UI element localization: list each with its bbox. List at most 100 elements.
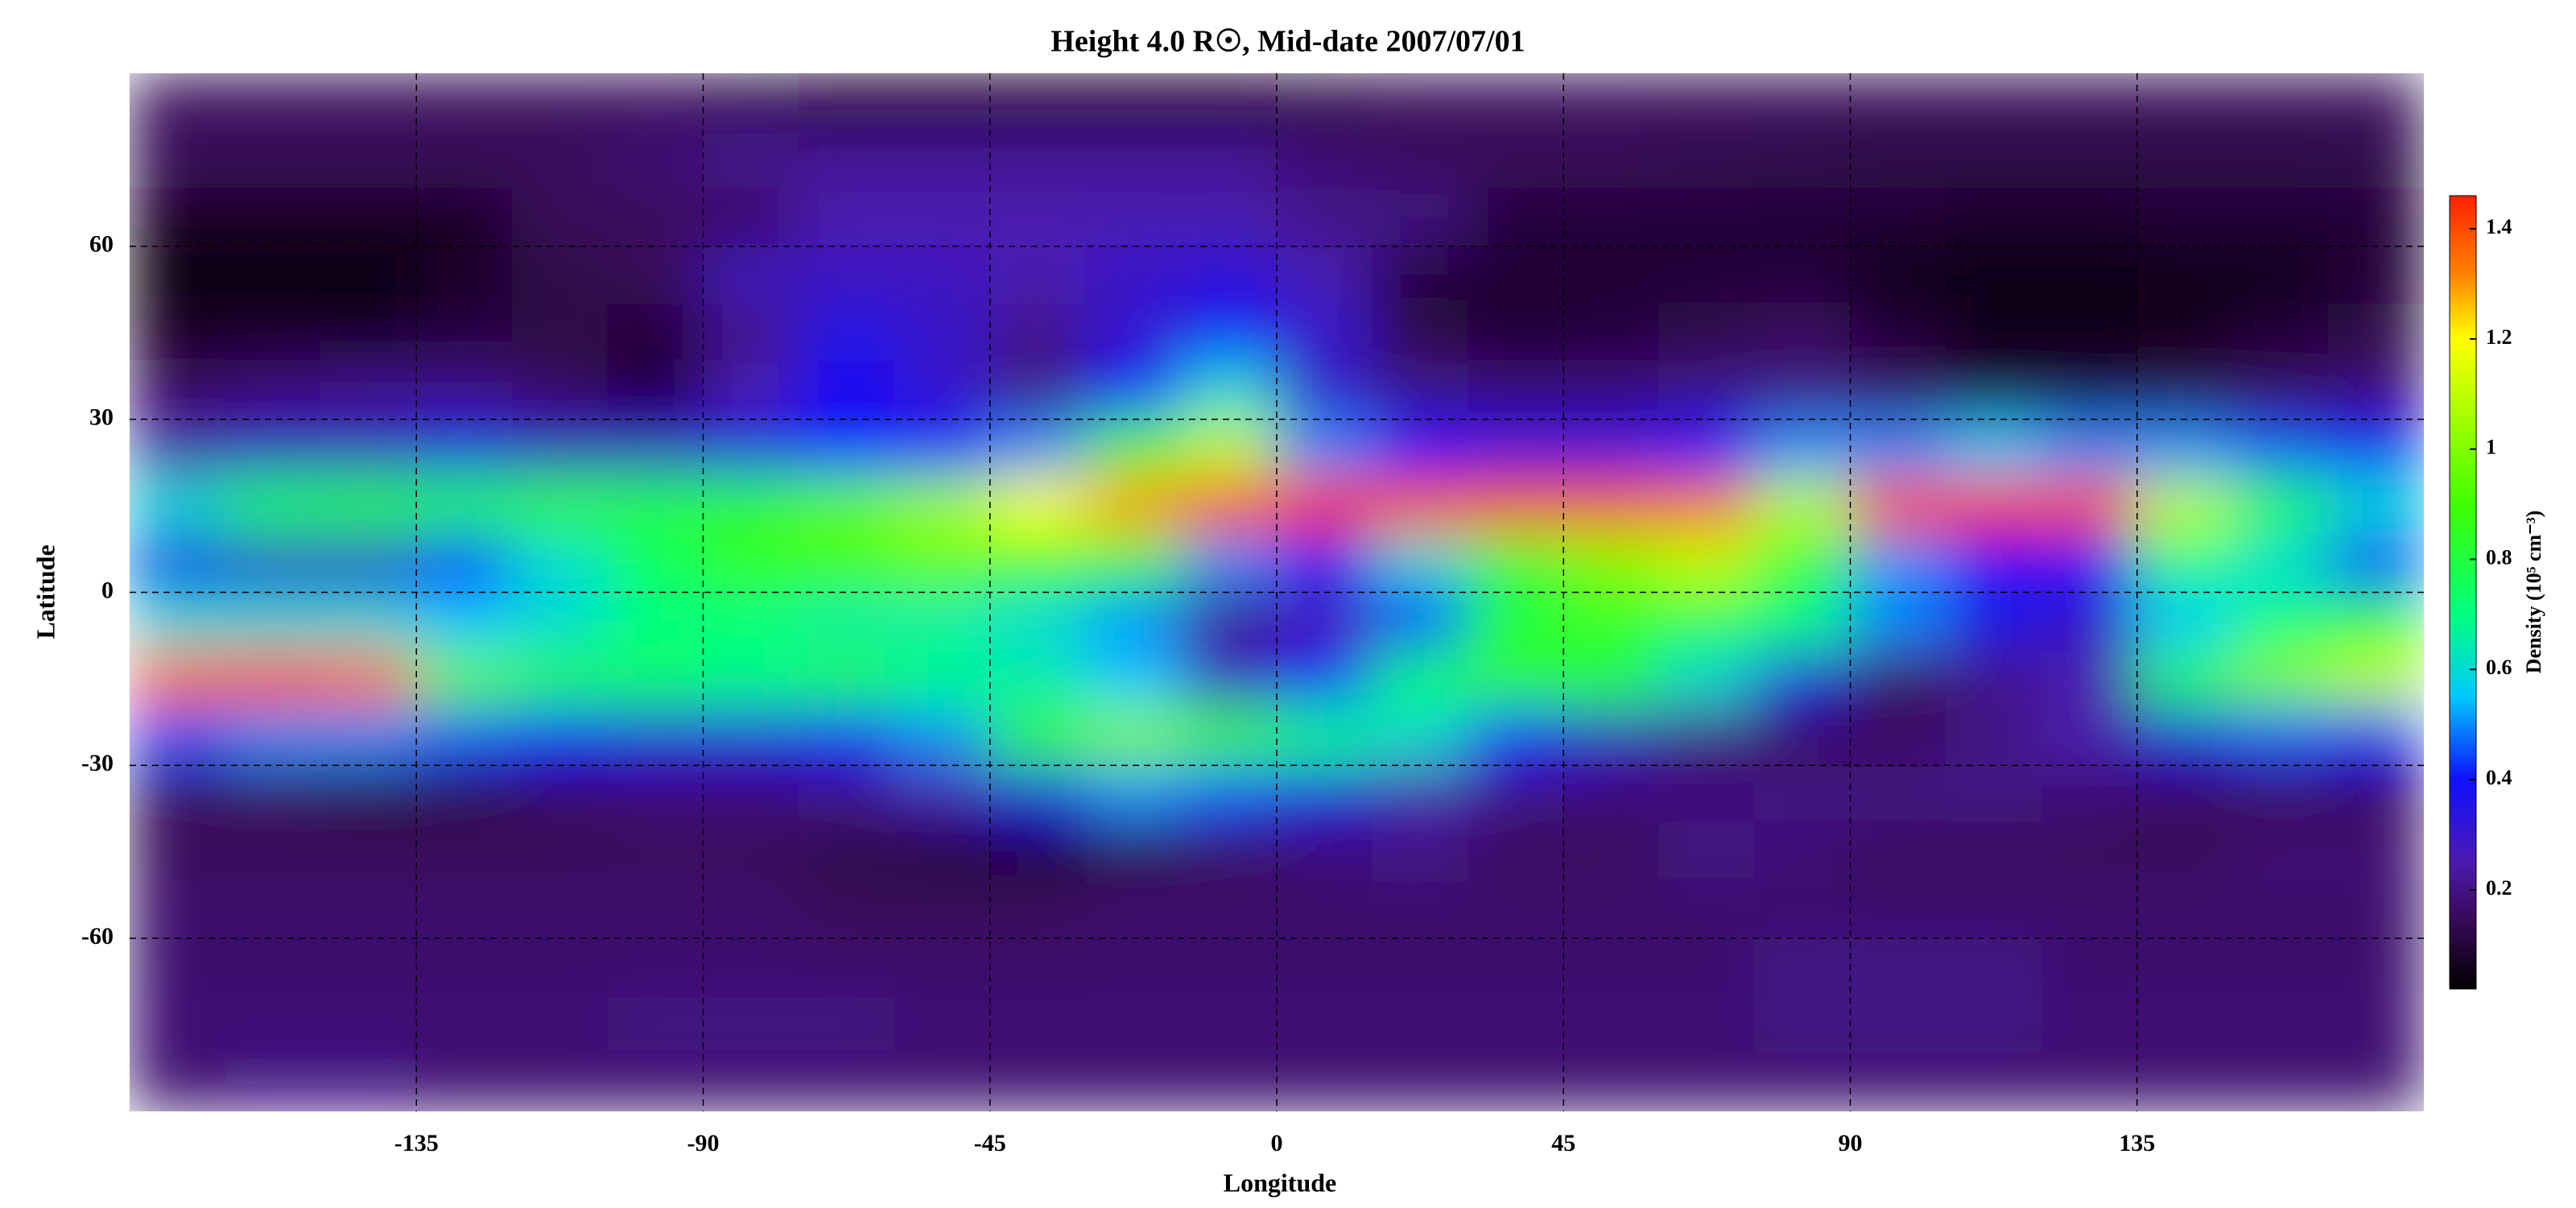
heat-cell bbox=[1563, 937, 1660, 997]
y-tick-label: 30 bbox=[89, 404, 114, 431]
heat-cell bbox=[225, 246, 321, 304]
heat-cell bbox=[511, 303, 609, 362]
heat-cell bbox=[1945, 822, 2042, 882]
heat-cell bbox=[2136, 707, 2233, 766]
heat-cell bbox=[2327, 419, 2424, 478]
heat-cell bbox=[989, 361, 1086, 420]
heat-cell bbox=[1276, 246, 1373, 304]
heat-cell bbox=[1372, 361, 1468, 420]
heat-cell bbox=[1850, 592, 1946, 651]
heat-cell bbox=[1276, 592, 1373, 651]
heat-cell bbox=[607, 937, 704, 997]
heat-cell bbox=[415, 707, 513, 766]
heat-cell bbox=[1276, 73, 1373, 132]
heat-cell bbox=[415, 188, 513, 247]
heat-cell bbox=[2327, 246, 2424, 304]
heat-cell bbox=[2232, 246, 2329, 304]
heat-cell bbox=[2232, 764, 2329, 824]
colorbar-tick-label: 0.8 bbox=[2486, 545, 2512, 569]
heat-cell bbox=[2232, 1053, 2329, 1111]
x-tick-label: -90 bbox=[687, 1130, 720, 1156]
heat-cell bbox=[2136, 822, 2233, 882]
heat-cell bbox=[2327, 937, 2424, 997]
heat-cell bbox=[415, 246, 513, 304]
heat-cell bbox=[1563, 707, 1660, 766]
heat-cell bbox=[1276, 995, 1373, 1054]
heat-cell bbox=[1085, 822, 1182, 882]
heat-cell bbox=[415, 303, 513, 362]
heat-cell bbox=[1468, 188, 1564, 247]
heat-cell bbox=[130, 937, 226, 997]
heat-cell bbox=[1468, 361, 1564, 420]
heat-cell bbox=[225, 361, 321, 420]
heat-cell bbox=[1658, 361, 1756, 420]
heat-cell bbox=[1372, 419, 1468, 478]
heat-cell bbox=[320, 1053, 417, 1111]
heat-cell bbox=[1563, 1053, 1660, 1111]
heat-cell bbox=[415, 1053, 513, 1111]
heat-cell bbox=[2327, 764, 2424, 824]
heat-cell bbox=[894, 246, 991, 304]
heat-cell bbox=[989, 130, 1086, 189]
heat-cell bbox=[1850, 880, 1946, 939]
heat-cell bbox=[2136, 534, 2233, 593]
heat-cell bbox=[1468, 130, 1564, 189]
heat-cell bbox=[415, 764, 513, 824]
heat-cell bbox=[894, 1053, 991, 1111]
heat-cell bbox=[2041, 130, 2138, 189]
heat-cell bbox=[1468, 1053, 1564, 1111]
heat-cell bbox=[894, 995, 991, 1054]
heat-cell bbox=[798, 592, 895, 651]
heat-cell bbox=[2136, 764, 2233, 824]
heat-cell bbox=[798, 188, 895, 247]
heat-cell bbox=[894, 419, 991, 478]
colorbar bbox=[2449, 195, 2477, 990]
heat-cell bbox=[894, 707, 991, 766]
heat-cell bbox=[1754, 73, 1851, 132]
heat-cell bbox=[607, 246, 704, 304]
heat-cell bbox=[798, 419, 895, 478]
heat-cell bbox=[798, 534, 895, 593]
heat-cell bbox=[320, 592, 417, 651]
heat-cell bbox=[1085, 73, 1182, 132]
heat-cell bbox=[2041, 361, 2138, 420]
heat-cell bbox=[607, 303, 704, 362]
heat-cell bbox=[607, 188, 704, 247]
heat-cell bbox=[1850, 73, 1946, 132]
heat-cell bbox=[2136, 649, 2233, 709]
heat-cell bbox=[225, 649, 321, 709]
heat-cell bbox=[1180, 419, 1278, 478]
heat-cell bbox=[2232, 303, 2329, 362]
heat-cell bbox=[2327, 476, 2424, 536]
y-tick-label: 60 bbox=[89, 231, 114, 258]
heat-cell bbox=[1085, 361, 1182, 420]
heat-cell bbox=[511, 649, 609, 709]
heat-cell bbox=[1850, 534, 1946, 593]
heat-cell bbox=[703, 188, 799, 247]
heat-cell bbox=[798, 361, 895, 420]
heat-cell bbox=[225, 188, 321, 247]
heat-cell bbox=[1945, 995, 2042, 1054]
heat-cell bbox=[1468, 880, 1564, 939]
heat-cell bbox=[2327, 361, 2424, 420]
heat-cell bbox=[1180, 361, 1278, 420]
heat-cell bbox=[798, 764, 895, 824]
heat-cell bbox=[1468, 764, 1564, 824]
heat-cell bbox=[2136, 130, 2233, 189]
heat-cell bbox=[798, 822, 895, 882]
heat-cell bbox=[1754, 303, 1851, 362]
heat-cell bbox=[1850, 130, 1946, 189]
heat-cell bbox=[2232, 73, 2329, 132]
heat-cell bbox=[1468, 246, 1564, 304]
heat-cell bbox=[225, 1053, 321, 1111]
heat-cell bbox=[607, 880, 704, 939]
heat-cell bbox=[798, 476, 895, 536]
heat-cell bbox=[1563, 246, 1660, 304]
heat-cell bbox=[2041, 822, 2138, 882]
heat-cell bbox=[1372, 764, 1468, 824]
heat-cell bbox=[2136, 361, 2233, 420]
heat-cell bbox=[225, 822, 321, 882]
heat-cell bbox=[989, 764, 1086, 824]
heat-cell bbox=[1850, 937, 1946, 997]
